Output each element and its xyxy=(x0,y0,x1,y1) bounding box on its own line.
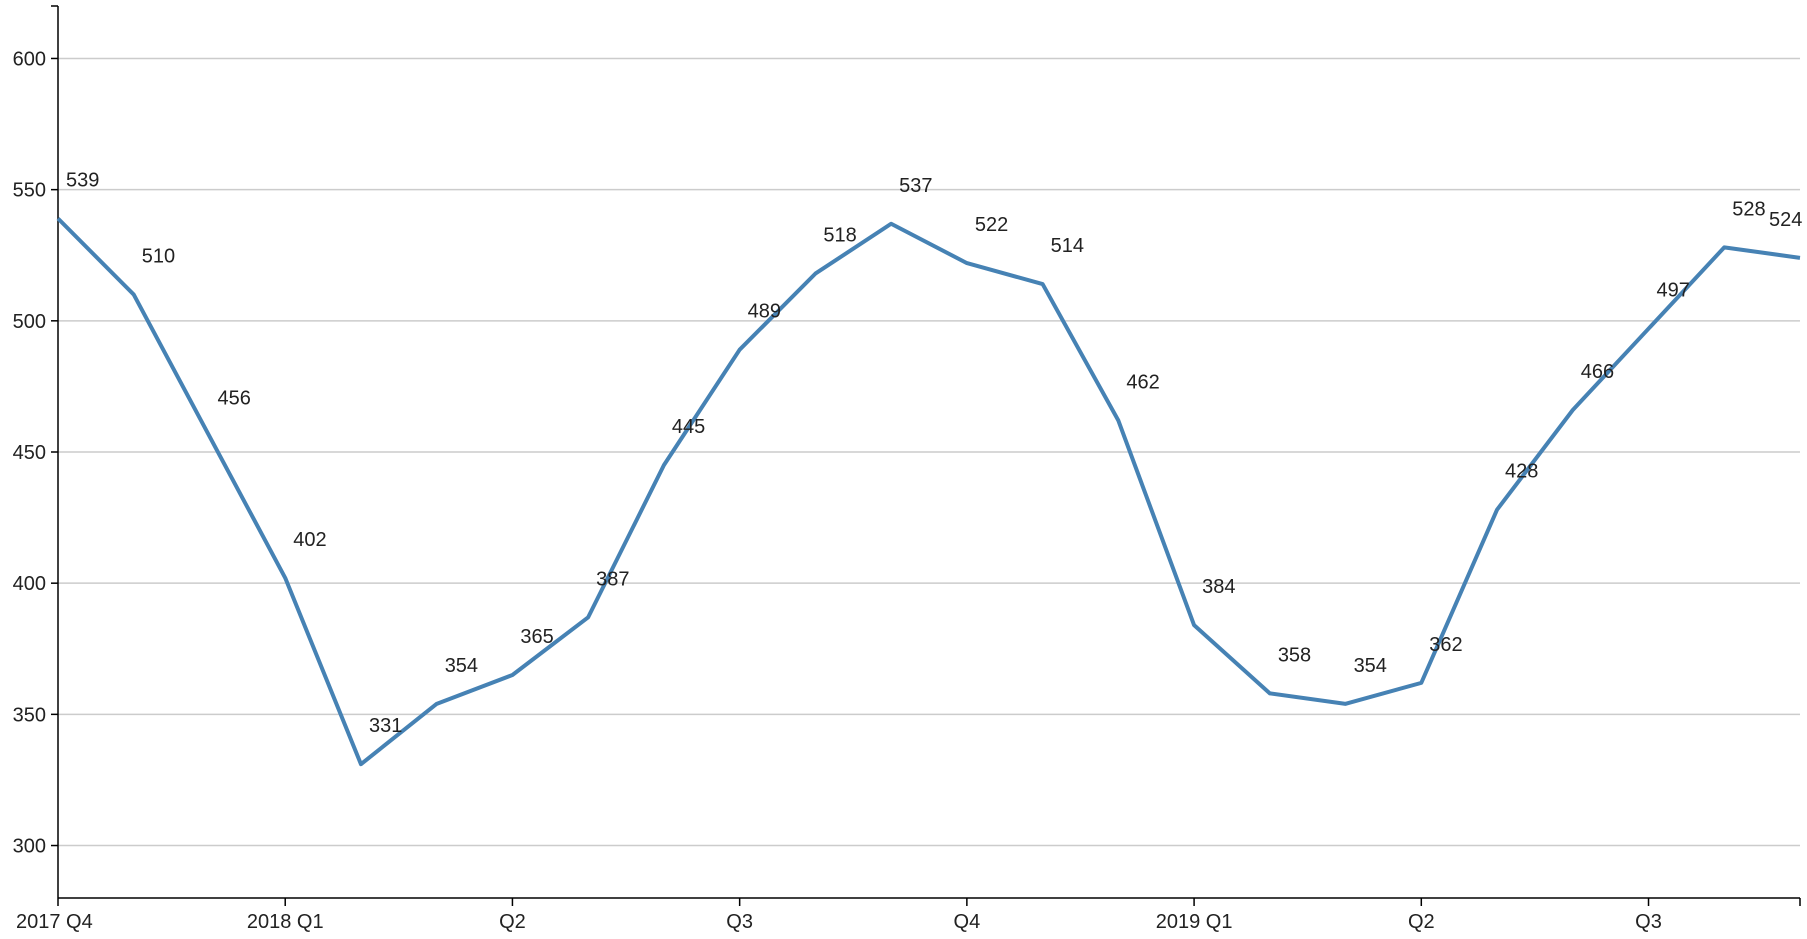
series-line xyxy=(56,217,1801,767)
x-tick-label: 2019 Q1 xyxy=(1156,911,1233,933)
grid-lines xyxy=(58,57,1800,847)
x-tick-label: 2018 Q1 xyxy=(247,911,324,933)
data-label: 428 xyxy=(1505,461,1538,483)
x-axis-ticks: 2017 Q4 2018 Q1 Q2 Q3 Q4 2019 Q1 Q2 Q3 xyxy=(16,898,1801,933)
data-label: 462 xyxy=(1126,372,1159,394)
y-tick-label: 400 xyxy=(13,573,46,595)
data-label: 510 xyxy=(142,246,175,268)
data-label: 354 xyxy=(1354,655,1387,677)
y-tick-label: 600 xyxy=(13,48,46,70)
data-label: 522 xyxy=(975,214,1008,236)
data-label: 528 xyxy=(1732,198,1765,220)
data-label: 456 xyxy=(217,387,250,409)
data-label: 514 xyxy=(1051,235,1084,257)
y-tick-label: 300 xyxy=(13,836,46,858)
data-label: 524 xyxy=(1769,209,1802,231)
data-label: 362 xyxy=(1429,634,1462,656)
x-tick-label: Q2 xyxy=(1408,911,1435,933)
y-tick-label: 550 xyxy=(13,180,46,202)
data-label: 387 xyxy=(596,568,629,590)
y-tick-label: 350 xyxy=(13,704,46,726)
data-labels: 539 510 456 402 331 354 365 387 445 489 518 537 522 5… xyxy=(66,170,1802,738)
x-tick-label: Q2 xyxy=(499,911,526,933)
x-tick-label: Q3 xyxy=(1635,911,1662,933)
data-label: 518 xyxy=(823,225,856,247)
data-label: 402 xyxy=(293,529,326,551)
x-tick-label: Q3 xyxy=(726,911,753,933)
y-axis-ticks: 300 350 400 450 500 550 600 xyxy=(13,48,58,858)
data-label: 354 xyxy=(445,655,478,677)
data-label: 445 xyxy=(672,416,705,438)
data-label: 365 xyxy=(520,626,553,648)
y-tick-label: 500 xyxy=(13,311,46,333)
data-label: 384 xyxy=(1202,576,1235,598)
data-label: 489 xyxy=(748,301,781,323)
x-tick-label: Q4 xyxy=(954,911,981,933)
y-tick-label: 450 xyxy=(13,442,46,464)
data-label: 466 xyxy=(1581,361,1614,383)
data-label: 497 xyxy=(1657,280,1690,302)
data-label: 537 xyxy=(899,175,932,197)
data-label: 539 xyxy=(66,170,99,192)
x-tick-label: 2017 Q4 xyxy=(16,911,93,933)
data-label: 331 xyxy=(369,715,402,737)
data-label: 358 xyxy=(1278,644,1311,666)
